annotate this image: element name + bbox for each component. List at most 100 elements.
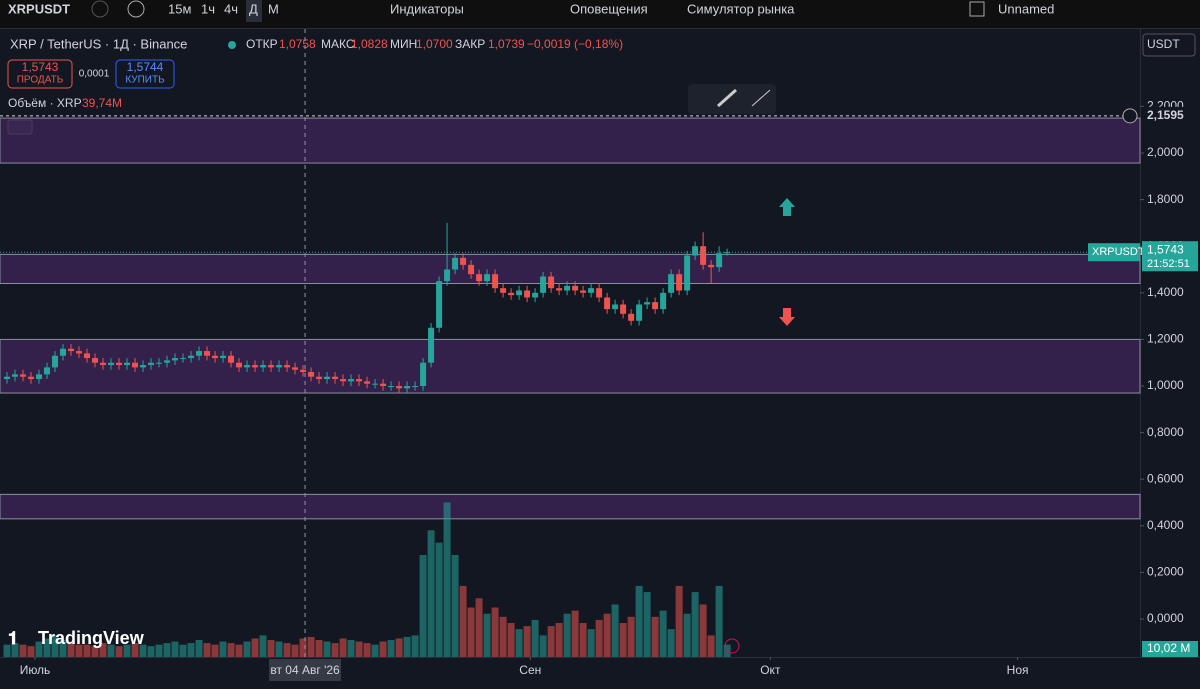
y-tick-label: 1,8000 [1147,192,1184,206]
icon[interactable] [91,0,109,18]
buy-label[interactable]: КУПИТЬ [125,75,165,86]
indicators[interactable]: Индикаторы [390,1,464,16]
volume-bar [11,643,19,657]
replay[interactable]: Симулятор рынка [687,1,795,16]
candle-body [380,383,387,387]
volume-bar [91,646,99,657]
candle-body [516,290,523,296]
volume-bar [507,623,515,657]
volume-bar [355,641,363,657]
y-tick-label: 1,4000 [1147,285,1184,299]
volume-bar [51,635,59,657]
candle-body [492,274,499,289]
volume-bar [315,640,323,657]
volume-bar [555,623,563,657]
candle-body [84,353,91,359]
volume-bar [43,638,51,657]
interval-active [246,0,262,22]
buy-price[interactable]: 1,5744 [127,60,164,74]
currency[interactable]: USDT [1147,37,1180,51]
logo-mark: 𝟏 [8,628,18,648]
volume-bar [651,616,659,657]
candle-body [556,288,563,291]
collapse-button[interactable] [7,119,33,135]
candle-body [716,253,723,268]
candle-body [188,355,195,359]
trendline-icon[interactable] [751,89,771,107]
volume-bar [83,644,91,657]
candle-body [412,386,419,388]
volume-bar [75,644,83,657]
candle-body [436,281,443,328]
interval[interactable]: 1ч [201,1,215,16]
volume-bar [307,636,315,657]
volume-bar [675,585,683,657]
volume-bar [539,635,547,657]
symbol[interactable]: XRPUSDT [8,1,70,16]
volume-bar [515,629,523,657]
candle-body [164,360,171,363]
volume-bar [123,644,131,657]
candle-body [140,365,147,368]
candle-body [268,365,275,368]
candle-body [228,355,235,363]
volume-bar [171,641,179,657]
ruler-icon[interactable] [717,88,737,108]
volume-bar [691,592,699,657]
event-icon[interactable] [724,638,740,654]
price-tag [1142,241,1198,272]
status-dot [228,41,236,49]
interval[interactable]: 15м [168,1,191,16]
candle-body [444,269,451,282]
candle-body [684,255,691,291]
candle-body [620,304,627,314]
volume-bar [371,644,379,657]
candle-body [364,381,371,384]
candle-body [220,355,227,359]
currency-button[interactable] [1142,33,1196,57]
volume-bar [427,530,435,657]
layout-name[interactable]: Unnamed [998,1,1054,16]
sell-label[interactable]: ПРОДАТЬ [17,75,64,86]
alert-label-bg [1142,106,1198,125]
volume-bar [483,613,491,657]
candle-body [108,362,115,366]
candle-body [20,374,27,377]
interval[interactable]: 4ч [224,1,238,16]
volume-bar [155,644,163,657]
toolbar [0,0,1200,28]
interval[interactable]: Д [249,1,258,16]
candle-body [588,288,595,293]
sell-price[interactable]: 1,5743 [22,60,59,74]
candle-body [572,285,579,291]
volume-bar [387,640,395,657]
candle-body [148,362,155,366]
candle-body [36,374,43,380]
x-tick-label: Сен [519,663,541,677]
volume-bar [3,644,11,657]
candle-body [452,257,459,270]
candle-body [52,355,59,368]
candle-body [44,367,51,375]
y-tick-label: 0,2000 [1147,565,1184,579]
volume-bar [331,643,339,657]
price-tag-label: 1,5743 [1147,242,1184,256]
layout-icon[interactable] [969,1,985,17]
sell-button[interactable] [7,59,73,89]
add-icon[interactable] [127,0,145,18]
volume-bar [707,635,715,657]
candle-body [76,351,83,354]
ohlc-value: 1,0828 [351,37,388,51]
x-tick-label: Окт [760,663,781,677]
candle-body [356,379,363,382]
buy-button[interactable] [115,59,175,89]
alerts[interactable]: Оповещения [570,1,648,16]
candle-body [660,292,667,310]
volume-bar [107,644,115,657]
volume-bar [491,607,499,657]
alert-label: 2,1595 [1147,108,1184,122]
interval[interactable]: М [268,1,279,16]
chart-title: XRP / TetherUS · 1Д · Binance [10,36,187,51]
volume-bar [683,613,691,657]
